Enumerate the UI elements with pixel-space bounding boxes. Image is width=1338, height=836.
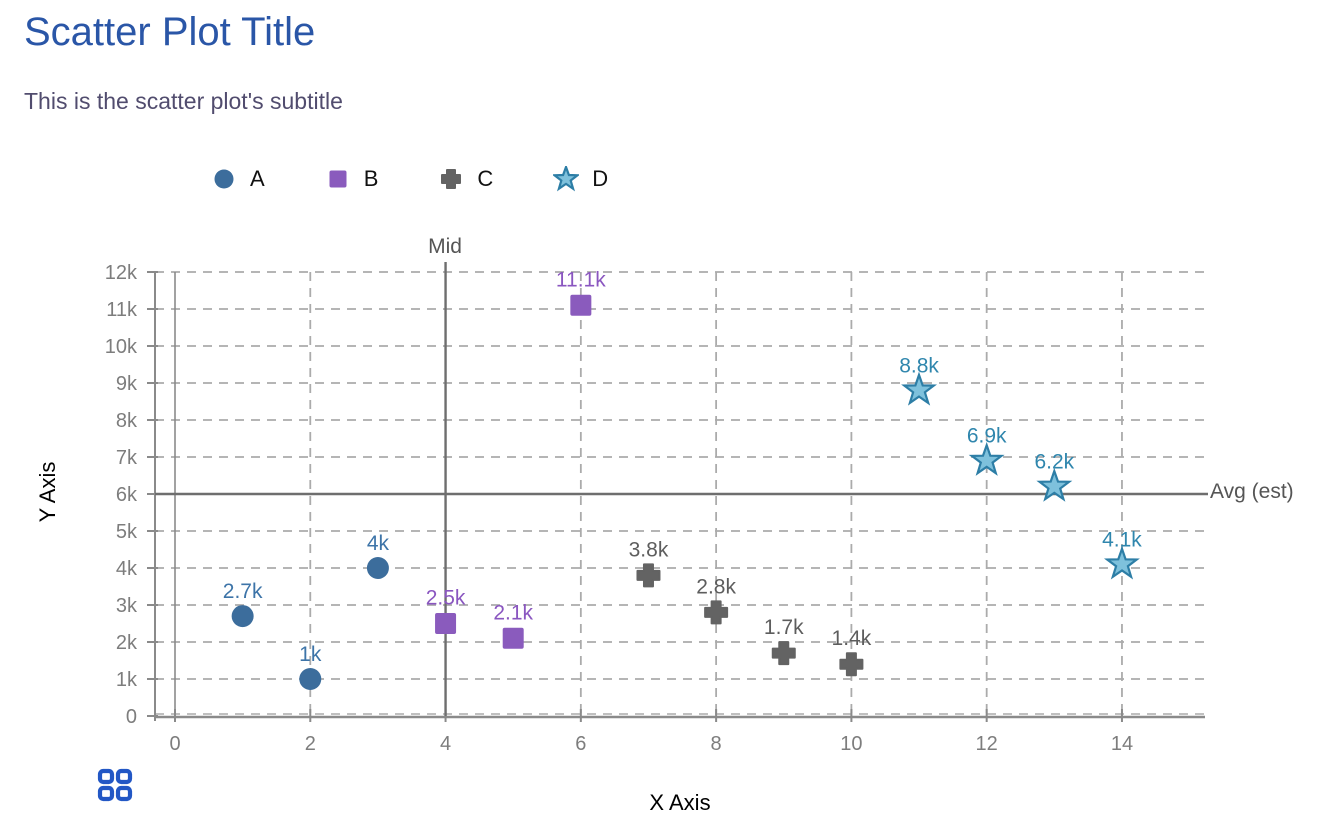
point-value-label: 6.9k (967, 425, 1007, 448)
legend-label-a: A (250, 166, 265, 191)
scatter-point-circle (214, 169, 234, 189)
legend-label-c: C (477, 166, 494, 191)
x-tick-label: 0 (169, 733, 180, 755)
scatter-point-star[interactable] (901, 371, 938, 406)
scatter-point-cross[interactable] (636, 563, 661, 588)
page-title: Scatter Plot Title (24, 10, 316, 54)
legend: A B C D (211, 166, 608, 192)
point-value-label: 3.8k (629, 538, 669, 561)
y-tick-label: 4k (116, 558, 138, 580)
scatter-point-star (553, 166, 580, 192)
grid-apps-icon[interactable] (97, 768, 133, 802)
point-value-label: 4k (367, 532, 390, 555)
y-tick-label: 0 (126, 706, 137, 728)
y-tick-label: 1k (116, 669, 138, 691)
x-tick-label: 12 (976, 733, 998, 755)
y-axis-title: Y Axis (35, 461, 60, 523)
scatter-point-star[interactable] (1103, 545, 1140, 580)
x-tick-label: 2 (305, 733, 316, 755)
scatter-point-cross[interactable] (771, 641, 796, 666)
point-value-label: 1.4k (832, 627, 872, 650)
y-tick-label: 11k (106, 299, 138, 321)
y-tick-label: 8k (116, 410, 138, 432)
point-value-label: 8.8k (899, 354, 939, 377)
circle-marker-icon (214, 169, 234, 189)
legend-label-b: B (363, 166, 379, 191)
scatter-point-square[interactable] (502, 627, 524, 649)
x-tick-label: 10 (840, 733, 862, 755)
legend-label-d: D (592, 166, 609, 191)
y-tick-label: 10k (105, 336, 138, 358)
x-tick-label: 8 (711, 733, 722, 755)
scatter-point-circle[interactable] (231, 605, 254, 628)
scatter-point-circle[interactable] (366, 557, 389, 579)
x-tick-label: 6 (575, 733, 586, 755)
point-value-label: 1k (299, 643, 322, 666)
scatter-point-square[interactable] (435, 613, 457, 634)
point-value-label: 2.5k (426, 587, 466, 610)
scatter-point-star[interactable] (968, 441, 1005, 476)
y-tick-label: 2k (116, 632, 138, 654)
scatter-point-cross (441, 169, 462, 189)
scatter-point-square[interactable] (570, 294, 592, 316)
mid-reference-label: Mid (428, 235, 462, 258)
page-subtitle: This is the scatter plot's subtitle (24, 88, 343, 114)
y-tick-label: 7k (116, 447, 138, 469)
scatter-point-circle[interactable] (299, 668, 322, 690)
point-value-label: 11.1k (556, 268, 606, 291)
avg-reference-label: Avg (est) (1210, 480, 1294, 503)
x-axis-title: X Axis (649, 790, 711, 815)
point-value-label: 2.7k (223, 580, 263, 603)
y-tick-label: 12k (105, 262, 138, 284)
star-marker-icon (553, 166, 580, 192)
point-value-label: 4.1k (1102, 528, 1142, 551)
scatter-point-cross[interactable] (704, 600, 729, 625)
cross-marker-icon (441, 169, 462, 189)
scatter-point-star[interactable] (1036, 467, 1073, 502)
point-value-label: 2.1k (493, 601, 533, 624)
x-tick-label: 4 (440, 733, 451, 755)
scatter-point-square (329, 170, 347, 188)
point-value-label: 6.2k (1034, 451, 1074, 474)
point-value-label: 1.7k (764, 616, 804, 639)
y-tick-label: 3k (116, 595, 138, 617)
y-tick-label: 6k (116, 484, 138, 506)
legend-item-a[interactable]: A (211, 166, 265, 192)
point-value-label: 2.8k (696, 575, 736, 598)
y-tick-label: 9k (116, 373, 138, 395)
x-tick-label: 14 (1111, 733, 1133, 755)
legend-item-b[interactable]: B (325, 166, 379, 192)
legend-item-d[interactable]: D (553, 166, 608, 192)
scatter-point-cross[interactable] (839, 652, 864, 677)
y-tick-label: 5k (116, 521, 138, 543)
legend-item-c[interactable]: C (438, 166, 493, 192)
square-marker-icon (329, 170, 347, 188)
